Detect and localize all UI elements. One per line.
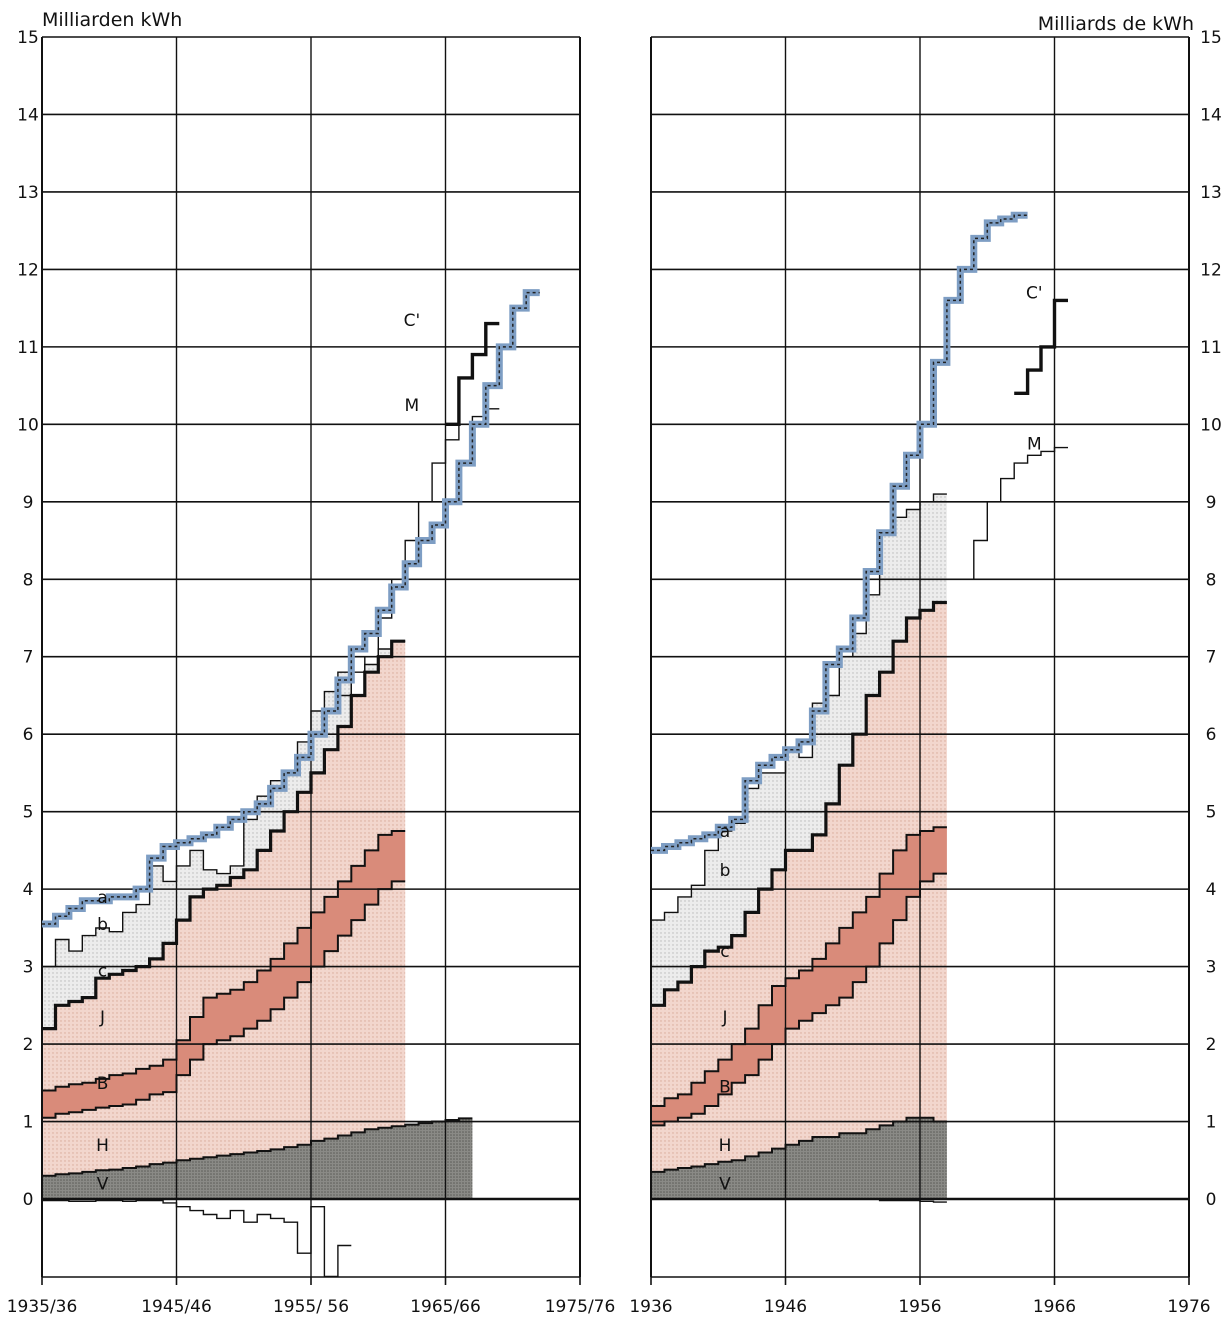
right-y-tick-label: 4	[1206, 880, 1217, 900]
left-y-tick-label: 8	[23, 570, 34, 590]
right-series-label: b	[720, 861, 731, 881]
left-y-tick-label: 2	[23, 1035, 34, 1055]
left-series-label: c	[98, 961, 107, 981]
right-y-tick-label: 6	[1206, 725, 1217, 745]
left-y-tick-label: 1	[23, 1113, 34, 1133]
left-series-Balance	[42, 1201, 351, 1277]
left-y-tick-label: 9	[23, 493, 34, 513]
right-x-tick-label: 1936	[629, 1297, 672, 1317]
right-y-tick-label: 0	[1206, 1190, 1217, 1210]
left-y-tick-label: 11	[17, 338, 39, 358]
right-series-label: M	[1027, 435, 1042, 455]
left-series-label: J	[99, 1008, 105, 1028]
left-y-tick-label: 15	[17, 28, 39, 48]
right-x-tick-label: 1956	[898, 1297, 941, 1317]
left-unit-label: Milliarden kWh	[42, 9, 182, 31]
right-series-label: B	[719, 1078, 731, 1098]
right-y-tick-label: 14	[1200, 105, 1222, 125]
right-series-label: H	[719, 1136, 732, 1156]
right-y-tick-label: 10	[1200, 415, 1222, 435]
right-y-tick-label: 9	[1206, 493, 1217, 513]
right-y-tick-label: 5	[1206, 803, 1217, 823]
left-x-tick-label: 1955/ 56	[273, 1297, 349, 1317]
left-y-tick-label: 3	[23, 958, 34, 978]
left-y-tick-label: 4	[23, 880, 34, 900]
right-x-tick-label: 1976	[1167, 1297, 1210, 1317]
left-series-label: b	[97, 915, 108, 935]
right-y-tick-label: 15	[1200, 28, 1222, 48]
right-y-tick-label: 13	[1200, 183, 1222, 203]
right-y-tick-label: 2	[1206, 1035, 1217, 1055]
left-x-tick-label: 1965/66	[410, 1297, 481, 1317]
right-series-label: C'	[1026, 284, 1043, 304]
right-series-label: V	[719, 1175, 731, 1195]
right-series-label: c	[720, 942, 729, 962]
right-y-tick-label: 12	[1200, 260, 1222, 280]
left-series-label: a	[97, 888, 107, 908]
left-y-tick-label: 14	[17, 105, 39, 125]
right-unit-label: Milliards de kWh	[1038, 13, 1194, 35]
left-series-label: V	[97, 1175, 109, 1195]
left-series-label: C'	[404, 311, 421, 331]
left-y-tick-label: 7	[23, 648, 34, 668]
left-y-tick-label: 10	[17, 415, 39, 435]
left-y-tick-label: 6	[23, 725, 34, 745]
right-x-tick-label: 1966	[1033, 1297, 1076, 1317]
left-x-tick-label: 1935/36	[7, 1297, 78, 1317]
left-y-tick-label: 0	[23, 1190, 34, 1210]
right-y-tick-label: 8	[1206, 570, 1217, 590]
left-series-label: H	[96, 1136, 109, 1156]
right-series-M	[960, 448, 1068, 580]
right-y-tick-label: 11	[1200, 338, 1222, 358]
left-y-tick-label: 5	[23, 803, 34, 823]
left-series-label: B	[97, 1074, 109, 1094]
left-y-tick-label: 13	[17, 183, 39, 203]
right-y-tick-label: 7	[1206, 648, 1217, 668]
right-y-tick-label: 3	[1206, 958, 1217, 978]
right-x-tick-label: 1946	[764, 1297, 807, 1317]
right-y-tick-label: 1	[1206, 1113, 1217, 1133]
left-x-tick-label: 1975/76	[545, 1297, 616, 1317]
left-series-label: M	[405, 396, 420, 416]
left-y-tick-label: 12	[17, 260, 39, 280]
right-series-label: a	[720, 822, 730, 842]
right-series-label: J	[721, 1008, 727, 1028]
left-x-tick-label: 1945/46	[141, 1297, 212, 1317]
